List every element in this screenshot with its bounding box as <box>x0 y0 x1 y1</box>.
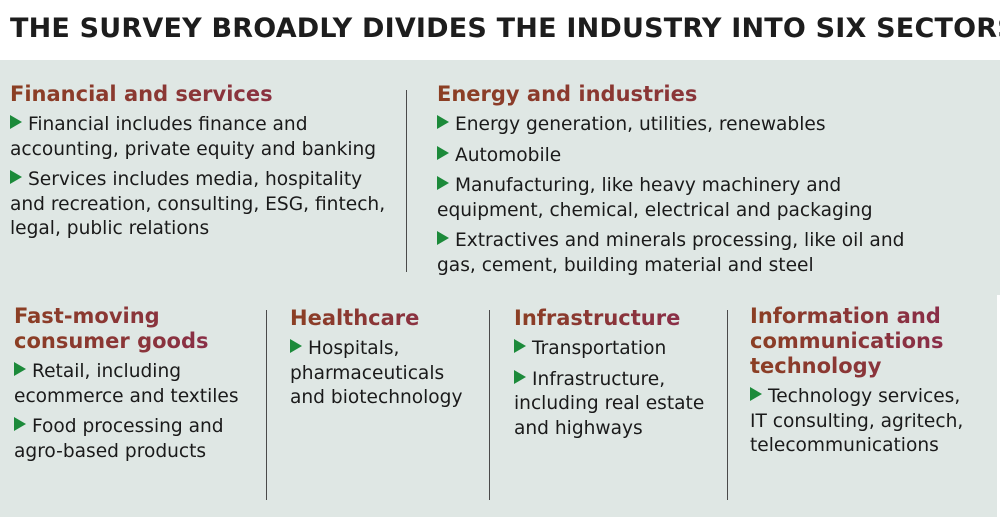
item-text: Infrastructure, including real estate an… <box>514 368 705 439</box>
sector-title: Information and communications technolog… <box>750 304 975 379</box>
divider <box>266 310 267 500</box>
green-triangle-bullet-icon <box>10 115 22 129</box>
top-sectors-panel <box>0 60 1000 295</box>
divider <box>489 310 490 500</box>
sector-infrastructure: Infrastructure Transportation Infrastruc… <box>514 306 714 447</box>
list-item: Manufacturing, like heavy machinery and … <box>437 174 937 223</box>
sector-fmcg: Fast-moving consumer goods Retail, inclu… <box>14 304 254 470</box>
list-item: Retail, including ecommerce and textiles <box>14 360 254 409</box>
panel-edge <box>997 295 1000 517</box>
item-text: Energy generation, utilities, renewables <box>455 114 826 135</box>
divider <box>727 310 728 500</box>
item-text: Food processing and agro-based products <box>14 416 224 462</box>
list-item: Energy generation, utilities, renewables <box>437 113 937 138</box>
item-text: Hospitals, pharmaceuticals and biotechno… <box>290 338 463 408</box>
list-item: Hospitals, pharmaceuticals and biotechno… <box>290 337 480 411</box>
green-triangle-bullet-icon <box>437 231 449 245</box>
green-triangle-bullet-icon <box>437 115 449 129</box>
sector-healthcare: Healthcare Hospitals, pharmaceuticals an… <box>290 306 480 417</box>
bottom-sectors-panel <box>0 295 1000 517</box>
item-list: Financial includes finance and accountin… <box>10 113 395 242</box>
sector-financial-services: Financial and services Financial include… <box>10 82 395 248</box>
item-text: Automobile <box>455 144 562 166</box>
green-triangle-bullet-icon <box>290 339 302 353</box>
green-triangle-bullet-icon <box>14 417 26 431</box>
sector-title: Fast-moving consumer goods <box>14 304 254 354</box>
item-list: Retail, including ecommerce and textiles… <box>14 360 254 464</box>
item-text: Technology services, IT consulting, agri… <box>750 386 964 456</box>
green-triangle-bullet-icon <box>437 145 449 160</box>
item-text: Financial includes finance and accountin… <box>10 114 377 160</box>
item-list: Technology services, IT consulting, agri… <box>750 385 975 459</box>
list-item: Extractives and minerals processing, lik… <box>437 229 937 278</box>
item-list: Hospitals, pharmaceuticals and biotechno… <box>290 337 480 411</box>
sector-title: Financial and services <box>10 82 395 107</box>
list-item: Infrastructure, including real estate an… <box>514 368 714 442</box>
green-triangle-bullet-icon <box>514 369 526 384</box>
list-item: Automobile <box>437 144 937 169</box>
sector-ict: Information and communications technolog… <box>750 304 975 465</box>
sector-title: Energy and industries <box>437 82 937 107</box>
item-text: Manufacturing, like heavy machinery and … <box>437 175 873 221</box>
sector-energy-industries: Energy and industries Energy generation,… <box>437 82 937 284</box>
item-text: Services includes media, hospitality and… <box>10 169 386 239</box>
item-list: Transportation Infrastructure, including… <box>514 337 714 441</box>
green-triangle-bullet-icon <box>14 362 26 376</box>
item-text: Retail, including ecommerce and textiles <box>14 361 239 407</box>
item-text: Transportation <box>532 338 667 359</box>
green-triangle-bullet-icon <box>514 339 526 353</box>
list-item: Technology services, IT consulting, agri… <box>750 385 975 459</box>
item-list: Energy generation, utilities, renewables… <box>437 113 937 278</box>
list-item: Food processing and agro-based products <box>14 415 254 464</box>
item-text: Extractives and minerals processing, lik… <box>437 230 905 276</box>
sector-title: Infrastructure <box>514 306 714 331</box>
list-item: Transportation <box>514 337 714 362</box>
list-item: Services includes media, hospitality and… <box>10 168 395 242</box>
list-item: Financial includes finance and accountin… <box>10 113 395 162</box>
sector-title: Healthcare <box>290 306 480 331</box>
divider <box>406 90 407 272</box>
green-triangle-bullet-icon <box>10 170 22 184</box>
green-triangle-bullet-icon <box>437 176 449 190</box>
page-title: THE SURVEY BROADLY DIVIDES THE INDUSTRY … <box>10 13 1000 44</box>
green-triangle-bullet-icon <box>750 387 762 401</box>
